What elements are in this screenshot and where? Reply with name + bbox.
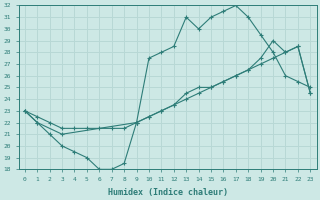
X-axis label: Humidex (Indice chaleur): Humidex (Indice chaleur): [108, 188, 228, 197]
